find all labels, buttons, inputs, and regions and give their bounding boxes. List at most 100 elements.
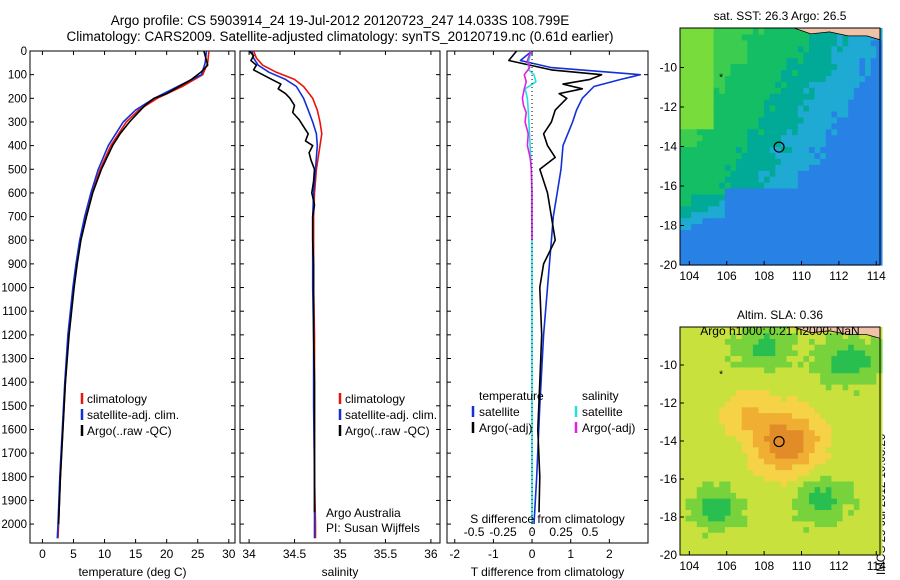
- sla_map-cell: [848, 355, 855, 362]
- sst_map-cell: [758, 152, 765, 159]
- sla_map-cell: [820, 361, 827, 368]
- sst_map-cell: [837, 45, 844, 53]
- sla_map-cell: [764, 423, 771, 431]
- sla_map-cell: [780, 503, 788, 510]
- sla_map-cell: [702, 378, 709, 385]
- sst_map-cell: [831, 241, 838, 248]
- sst_map-cell: [741, 241, 748, 248]
- sla_map-cell: [691, 458, 698, 465]
- sst_map-cell: [696, 39, 703, 47]
- sst_map-cell: [859, 193, 866, 201]
- sla_map-cell: [859, 361, 866, 368]
- sla_map-cell: [814, 355, 821, 362]
- sst_map-cell: [758, 93, 765, 100]
- sla_map-cell: [747, 355, 754, 362]
- sst_map-cell: [848, 217, 855, 225]
- sst_map-cell: [865, 140, 872, 148]
- sst_map-cell: [680, 116, 687, 124]
- sst_map-cell: [792, 93, 799, 100]
- sst_map-cell: [814, 158, 821, 165]
- sst_map-cell: [820, 57, 827, 65]
- sla_map-cell: [825, 366, 832, 374]
- sst_map-cell: [736, 205, 743, 213]
- sla_map-cell: [680, 458, 687, 465]
- sst_map-cell: [792, 87, 799, 94]
- sla_map-cell: [825, 549, 832, 556]
- sst_map-cell: [814, 33, 821, 41]
- sst_map-cell: [741, 229, 748, 236]
- sst_map-cell: [780, 223, 788, 230]
- sst_map-cell: [825, 205, 832, 213]
- sst_map-cell: [758, 57, 765, 65]
- sla_map-cell: [769, 327, 776, 334]
- sst_map-cell: [769, 205, 776, 213]
- sst_map-cell: [708, 223, 715, 230]
- sst_map-cell: [809, 158, 816, 165]
- sst_map-cell: [724, 229, 732, 236]
- sla_map-cell: [803, 349, 810, 357]
- sla_map-cell: [775, 338, 782, 345]
- sst_map-cell: [764, 193, 771, 201]
- sla_map-cell: [719, 549, 726, 556]
- sst_map-cell: [713, 223, 720, 230]
- sla_map-cell: [865, 344, 872, 351]
- sst_map-cell: [786, 241, 793, 248]
- sst_map-cell: [764, 152, 771, 159]
- sla_map-cell: [809, 463, 816, 471]
- sla_map-cell: [797, 372, 804, 379]
- sla_map-cell: [809, 526, 816, 533]
- depth-tick-label: 900: [8, 259, 27, 271]
- sla_map-cell: [736, 446, 743, 453]
- sst_map-cell: [764, 217, 771, 225]
- sst_map-cell: [780, 176, 788, 183]
- sla_map-cell: [870, 492, 877, 499]
- sst_map-cell: [752, 134, 760, 142]
- sla_map-cell: [758, 469, 765, 476]
- sst_map-cell: [696, 188, 703, 195]
- sst_map-cell: [842, 247, 849, 254]
- sst_map-cell: [775, 134, 782, 142]
- sst_map-cell: [708, 45, 715, 53]
- sst_map-cell: [842, 110, 849, 118]
- sst_map-cell: [825, 259, 832, 266]
- sla_map-cell: [702, 543, 709, 550]
- sla_map-cell: [724, 463, 732, 471]
- argo-australia-annotation: Argo Australia: [326, 506, 401, 520]
- sla_map-cell: [691, 475, 698, 482]
- sst_map-cell: [859, 223, 866, 230]
- sst_map-cell: [685, 241, 692, 248]
- sst_map-cell: [696, 182, 703, 189]
- sst_map-cell: [865, 223, 872, 230]
- sla_map-cell: [842, 338, 849, 345]
- sla_map-panel: 104 106 108 110 112 114-10-12-14-16-18-20*Alt…: [660, 308, 886, 573]
- sla_map-cell: [780, 498, 788, 505]
- sla_map-cell: [876, 509, 883, 516]
- sst_map-cell: [792, 105, 799, 112]
- sla_map-cell: [803, 412, 810, 419]
- sla_map-cell: [803, 395, 810, 402]
- sla_map-cell: [736, 401, 743, 408]
- sla_map-cell: [797, 503, 804, 510]
- sst_map-cell: [713, 146, 720, 153]
- sst_map-cell: [859, 199, 866, 207]
- sla_map-cell: [708, 532, 715, 539]
- sst_map-cell: [780, 87, 788, 94]
- sst_map-cell: [752, 105, 760, 112]
- sla_map-cell: [736, 520, 743, 528]
- sla_map-cell: [724, 418, 732, 425]
- sla_map-cell: [797, 446, 804, 453]
- sst_map-cell: [780, 99, 788, 106]
- sst_map-cell: [870, 116, 877, 124]
- sst_map-cell: [859, 170, 866, 177]
- sst_map-cell: [691, 69, 698, 76]
- sst_map-cell: [741, 93, 748, 100]
- sst_map-cell: [797, 110, 804, 118]
- sst_map-cell: [730, 205, 737, 213]
- sla_map-cell: [803, 378, 810, 385]
- sla_map-cell: [786, 452, 793, 459]
- sst_map-cell: [820, 170, 827, 177]
- sst_map-cell: [702, 81, 709, 88]
- sla_map-cell: [825, 372, 832, 379]
- sla_map-cell: [764, 361, 771, 368]
- sst_map-cell: [775, 164, 782, 171]
